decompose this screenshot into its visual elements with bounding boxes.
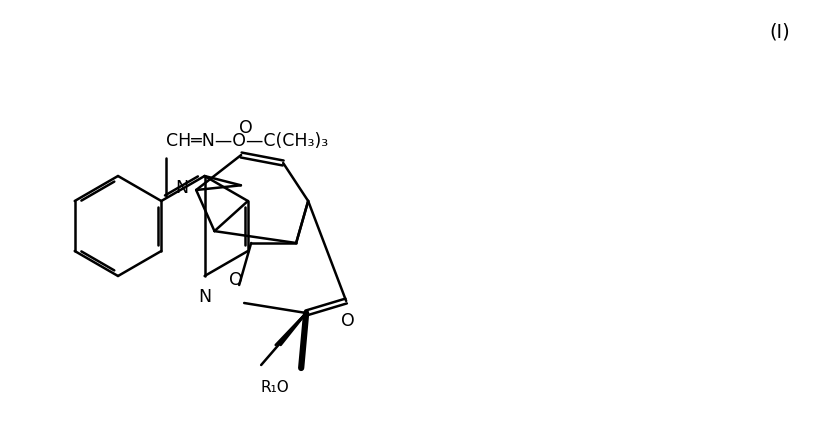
Text: O: O	[239, 119, 253, 137]
Text: CH═N—O—C(CH₃)₃: CH═N—O—C(CH₃)₃	[167, 132, 328, 150]
Text: (I): (I)	[769, 23, 790, 42]
Text: O: O	[342, 312, 355, 330]
Text: N: N	[175, 179, 188, 197]
Text: N: N	[198, 288, 211, 306]
Text: R₁O: R₁O	[261, 380, 289, 395]
Text: O: O	[229, 271, 243, 289]
